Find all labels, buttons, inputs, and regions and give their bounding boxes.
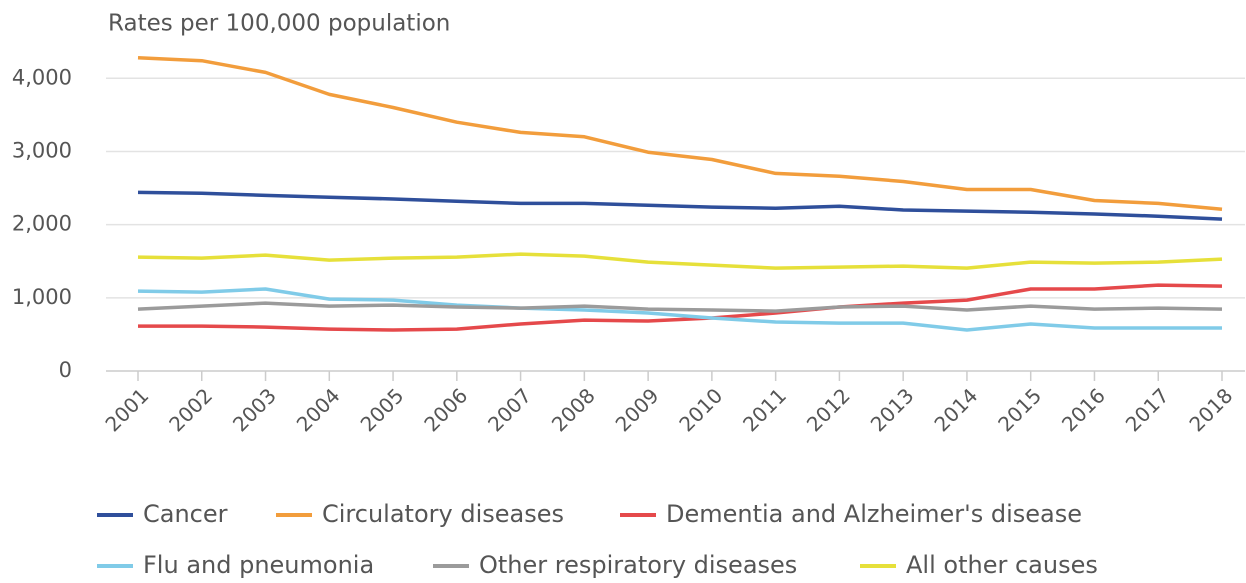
- y-tick-label: 3,000: [12, 138, 72, 162]
- legend-label: Other respiratory diseases: [479, 551, 797, 579]
- series-line: [138, 283, 1223, 332]
- legend-label: Dementia and Alzheimer's disease: [666, 500, 1082, 528]
- chart-title: Rates per 100,000 population: [108, 11, 450, 37]
- x-tick-label: 2001: [100, 383, 153, 436]
- y-tick-label: 0: [59, 358, 72, 382]
- x-tick-label: 2005: [356, 383, 409, 436]
- x-tick-label: 2011: [738, 383, 791, 436]
- series-line: [137, 190, 1223, 221]
- x-tick-label: 2015: [993, 383, 1046, 436]
- x-tick-label: 2008: [547, 383, 600, 436]
- legend-label: Flu and pneumonia: [143, 551, 374, 579]
- y-tick-label: 4,000: [12, 65, 72, 89]
- x-tick-label: 2012: [802, 383, 855, 436]
- x-tick-label: 2017: [1121, 383, 1174, 436]
- x-tick-label: 2003: [228, 383, 281, 436]
- x-tick-label: 2010: [674, 383, 727, 436]
- x-tick-label: 2002: [164, 383, 217, 436]
- y-tick-label: 1,000: [12, 285, 72, 309]
- x-tick-label: 2004: [292, 383, 345, 436]
- series-line: [137, 252, 1223, 270]
- x-tick-label: 2013: [866, 383, 919, 436]
- series-line: [137, 301, 1223, 313]
- x-tick-label: 2014: [929, 383, 982, 436]
- legend-label: Cancer: [143, 500, 228, 528]
- x-tick-label: 2007: [483, 383, 536, 436]
- y-tick-label: 2,000: [12, 212, 72, 236]
- x-tick-label: 2016: [1057, 383, 1110, 436]
- series-line: [137, 287, 1222, 332]
- x-tick-label: 2018: [1184, 383, 1237, 436]
- x-tick-label: 2009: [611, 383, 664, 436]
- x-tick-label: 2006: [419, 383, 472, 436]
- legend-label: All other causes: [906, 551, 1098, 579]
- series-line: [137, 56, 1223, 212]
- legend-label: Circulatory diseases: [322, 500, 564, 528]
